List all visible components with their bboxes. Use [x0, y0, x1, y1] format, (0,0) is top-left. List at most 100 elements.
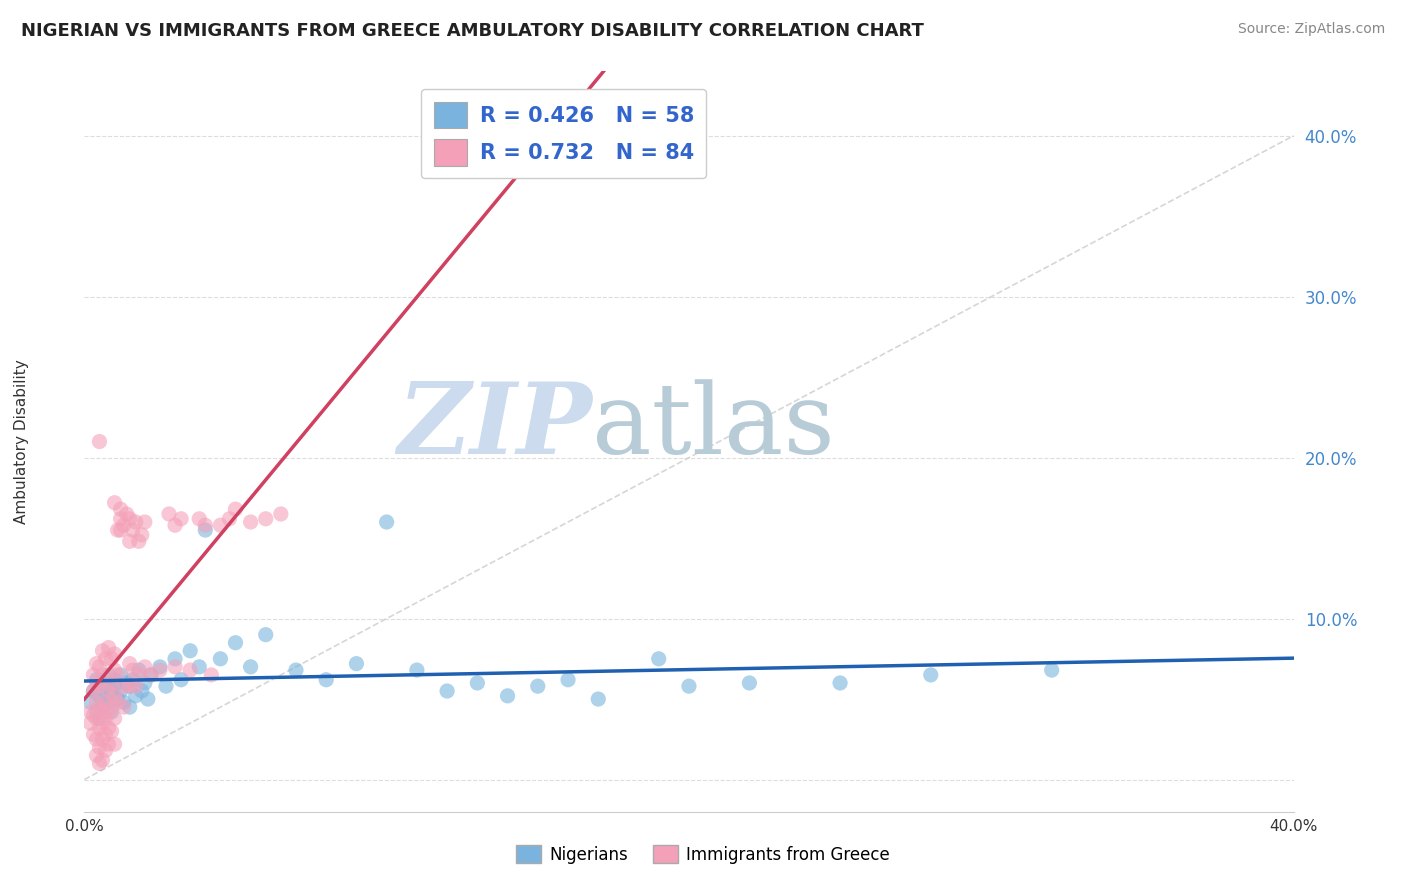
Point [285, 663, 308, 677]
Point [118, 700, 141, 714]
Point [225, 502, 247, 516]
Point [128, 534, 150, 549]
Point [165, 660, 187, 674]
Point [94, 727, 117, 741]
Point [89, 711, 111, 725]
Point [115, 676, 138, 690]
Point [104, 711, 127, 725]
Point [209, 652, 232, 666]
Point [100, 724, 122, 739]
Point [94, 711, 117, 725]
Point [107, 692, 129, 706]
Point [200, 668, 222, 682]
Legend: Nigerians, Immigrants from Greece: Nigerians, Immigrants from Greece [509, 838, 897, 871]
Point [118, 679, 141, 693]
Point [110, 668, 132, 682]
Point [79, 695, 101, 709]
Point [112, 518, 135, 533]
Point [110, 502, 132, 516]
Point [136, 692, 159, 706]
Point [104, 647, 127, 661]
Point [79, 716, 101, 731]
Point [91, 716, 114, 731]
Point [94, 679, 117, 693]
Point [125, 515, 148, 529]
Point [118, 657, 141, 671]
Point [239, 660, 262, 674]
Point [82, 708, 104, 723]
Point [97, 721, 120, 735]
Point [436, 684, 458, 698]
Point [115, 507, 138, 521]
Point [467, 676, 489, 690]
Point [100, 652, 122, 666]
Text: NIGERIAN VS IMMIGRANTS FROM GREECE AMBULATORY DISABILITY CORRELATION CHART: NIGERIAN VS IMMIGRANTS FROM GREECE AMBUL… [21, 22, 924, 40]
Point [104, 663, 127, 677]
Point [155, 679, 177, 693]
Point [125, 679, 148, 693]
Point [89, 660, 111, 674]
Point [97, 668, 120, 682]
Point [110, 684, 132, 698]
Point [91, 732, 114, 747]
Point [149, 663, 172, 677]
Point [104, 496, 127, 510]
Point [91, 676, 114, 690]
Point [128, 663, 150, 677]
Point [107, 668, 129, 682]
Point [82, 668, 104, 682]
Point [89, 756, 111, 771]
Point [179, 663, 201, 677]
Point [91, 644, 114, 658]
Point [89, 434, 111, 449]
Point [194, 523, 217, 537]
Point [82, 727, 104, 741]
Point [110, 523, 132, 537]
Point [86, 695, 108, 709]
Point [89, 679, 111, 693]
Point [112, 695, 135, 709]
Point [89, 689, 111, 703]
Point [678, 679, 700, 693]
Point [194, 518, 217, 533]
Point [165, 652, 187, 666]
Point [346, 657, 368, 671]
Point [79, 705, 101, 719]
Point [82, 684, 104, 698]
Point [104, 673, 127, 687]
Point [97, 705, 120, 719]
Point [157, 507, 180, 521]
Text: atlas: atlas [592, 379, 835, 475]
Point [97, 695, 120, 709]
Point [107, 695, 129, 709]
Point [112, 700, 135, 714]
Point [91, 705, 114, 719]
Point [112, 679, 135, 693]
Point [121, 523, 143, 537]
Point [89, 740, 111, 755]
Point [131, 528, 153, 542]
Point [149, 660, 172, 674]
Point [82, 684, 104, 698]
Point [104, 679, 127, 693]
Point [738, 676, 761, 690]
Point [125, 689, 148, 703]
Point [91, 700, 114, 714]
Point [100, 676, 122, 690]
Text: ZIP: ZIP [398, 378, 592, 475]
Point [170, 673, 193, 687]
Point [588, 692, 610, 706]
Point [91, 753, 114, 767]
Point [134, 660, 156, 674]
Point [94, 652, 117, 666]
Text: Source: ZipAtlas.com: Source: ZipAtlas.com [1237, 22, 1385, 37]
Point [179, 644, 201, 658]
Point [121, 673, 143, 687]
Point [118, 679, 141, 693]
Point [94, 692, 117, 706]
Point [134, 676, 156, 690]
Point [920, 668, 942, 682]
Legend: R = 0.426   N = 58, R = 0.732   N = 84: R = 0.426 N = 58, R = 0.732 N = 84 [422, 89, 706, 178]
Point [100, 684, 122, 698]
Point [100, 700, 122, 714]
